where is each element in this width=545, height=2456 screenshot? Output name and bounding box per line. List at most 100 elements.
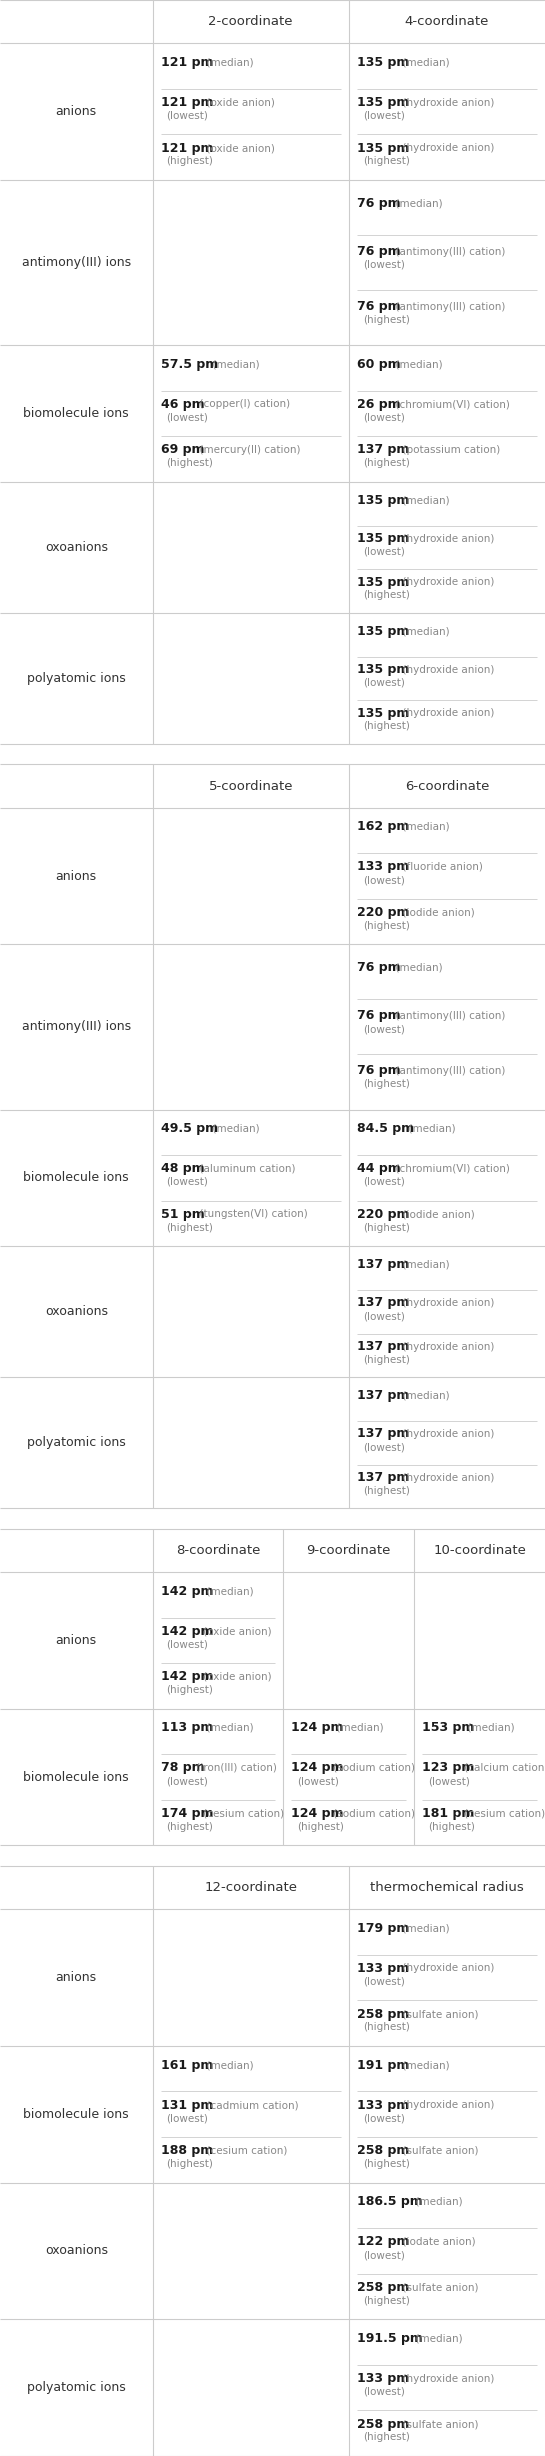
- Text: oxoanions: oxoanions: [45, 540, 108, 555]
- Text: (lowest): (lowest): [363, 548, 405, 558]
- Text: 76 pm: 76 pm: [357, 1009, 401, 1022]
- Text: 76 pm: 76 pm: [357, 196, 401, 209]
- Text: 60 pm: 60 pm: [357, 359, 401, 371]
- Text: (highest): (highest): [167, 1223, 214, 1233]
- Text: (aluminum cation): (aluminum cation): [193, 1164, 295, 1174]
- Text: 161 pm: 161 pm: [161, 2058, 213, 2070]
- Text: (cesium cation): (cesium cation): [199, 2147, 287, 2156]
- Text: anions: anions: [56, 106, 97, 118]
- Text: antimony(III) ions: antimony(III) ions: [22, 1019, 131, 1034]
- Text: (highest): (highest): [363, 1223, 410, 1233]
- Text: polyatomic ions: polyatomic ions: [27, 673, 126, 685]
- Text: 258 pm: 258 pm: [357, 2144, 409, 2156]
- Text: 124 pm: 124 pm: [292, 1722, 344, 1734]
- Text: (median): (median): [409, 2196, 462, 2208]
- Text: (median): (median): [199, 2061, 253, 2070]
- Text: (median): (median): [330, 1722, 384, 1734]
- Text: (tungsten(VI) cation): (tungsten(VI) cation): [193, 1208, 308, 1218]
- Text: (hydroxide anion): (hydroxide anion): [396, 98, 494, 108]
- Text: 137 pm: 137 pm: [357, 1427, 409, 1442]
- Text: 135 pm: 135 pm: [357, 142, 409, 155]
- Text: (median): (median): [396, 1390, 450, 1400]
- Text: (highest): (highest): [363, 2159, 410, 2169]
- Text: (mercury(II) cation): (mercury(II) cation): [193, 445, 301, 454]
- Text: (median): (median): [402, 1125, 456, 1135]
- Text: 44 pm: 44 pm: [357, 1162, 401, 1176]
- Text: 121 pm: 121 pm: [161, 56, 213, 69]
- Text: 133 pm: 133 pm: [357, 860, 409, 874]
- Text: (cesium cation): (cesium cation): [199, 1808, 284, 1817]
- Text: 76 pm: 76 pm: [357, 300, 401, 312]
- Text: 121 pm: 121 pm: [161, 142, 213, 155]
- Text: 137 pm: 137 pm: [357, 1471, 409, 1483]
- Text: (oxide anion): (oxide anion): [199, 142, 275, 152]
- Text: (copper(I) cation): (copper(I) cation): [193, 400, 290, 410]
- Text: (highest): (highest): [363, 1486, 410, 1496]
- Text: 135 pm: 135 pm: [357, 707, 409, 720]
- Text: (median): (median): [199, 56, 253, 66]
- Text: 26 pm: 26 pm: [357, 398, 401, 410]
- Text: (median): (median): [396, 823, 450, 833]
- Text: polyatomic ions: polyatomic ions: [27, 2382, 126, 2395]
- Text: (lowest): (lowest): [428, 1776, 470, 1786]
- Text: (chromium(VI) cation): (chromium(VI) cation): [389, 400, 510, 410]
- Text: (highest): (highest): [298, 1822, 344, 1832]
- Text: polyatomic ions: polyatomic ions: [27, 1437, 126, 1449]
- Text: (sulfate anion): (sulfate anion): [396, 2282, 479, 2291]
- Text: (lowest): (lowest): [363, 1442, 405, 1451]
- Text: 124 pm: 124 pm: [292, 1808, 344, 1820]
- Text: 5-coordinate: 5-coordinate: [208, 779, 293, 793]
- Text: (highest): (highest): [363, 314, 410, 324]
- Text: 121 pm: 121 pm: [161, 96, 213, 108]
- Text: 188 pm: 188 pm: [161, 2144, 213, 2156]
- Text: (median): (median): [389, 199, 443, 209]
- Text: (hydroxide anion): (hydroxide anion): [396, 533, 494, 543]
- Text: (hydroxide anion): (hydroxide anion): [396, 1341, 494, 1351]
- Text: (lowest): (lowest): [167, 111, 209, 120]
- Text: 153 pm: 153 pm: [422, 1722, 475, 1734]
- Text: (median): (median): [461, 1722, 515, 1734]
- Text: 258 pm: 258 pm: [357, 2417, 409, 2431]
- Text: (median): (median): [396, 2061, 450, 2070]
- Text: (lowest): (lowest): [363, 1312, 405, 1321]
- Text: (highest): (highest): [428, 1822, 475, 1832]
- Text: 135 pm: 135 pm: [357, 624, 409, 639]
- Text: 137 pm: 137 pm: [357, 1297, 409, 1309]
- Text: (fluoride anion): (fluoride anion): [396, 862, 483, 872]
- Text: 137 pm: 137 pm: [357, 1341, 409, 1353]
- Text: 113 pm: 113 pm: [161, 1722, 213, 1734]
- Text: (median): (median): [396, 1260, 450, 1270]
- Text: (iron(III) cation): (iron(III) cation): [193, 1763, 277, 1773]
- Text: (antimony(III) cation): (antimony(III) cation): [389, 302, 506, 312]
- Text: (lowest): (lowest): [363, 678, 405, 688]
- Text: (calcium cation): (calcium cation): [461, 1763, 545, 1773]
- Text: (median): (median): [396, 1923, 450, 1933]
- Text: 12-coordinate: 12-coordinate: [204, 1881, 297, 1894]
- Text: (median): (median): [396, 626, 450, 636]
- Text: (median): (median): [199, 1587, 253, 1596]
- Text: (hydroxide anion): (hydroxide anion): [396, 1429, 494, 1439]
- Text: 133 pm: 133 pm: [357, 2372, 409, 2385]
- Text: 76 pm: 76 pm: [357, 246, 401, 258]
- Text: (lowest): (lowest): [363, 260, 405, 270]
- Text: 124 pm: 124 pm: [292, 1761, 344, 1773]
- Text: (sodium cation): (sodium cation): [330, 1763, 415, 1773]
- Text: 57.5 pm: 57.5 pm: [161, 359, 218, 371]
- Text: biomolecule ions: biomolecule ions: [23, 2107, 129, 2122]
- Text: (potassium cation): (potassium cation): [396, 445, 500, 454]
- Text: biomolecule ions: biomolecule ions: [23, 1771, 129, 1783]
- Text: 48 pm: 48 pm: [161, 1162, 204, 1176]
- Text: (lowest): (lowest): [363, 2250, 405, 2260]
- Text: 191.5 pm: 191.5 pm: [357, 2331, 423, 2345]
- Text: (median): (median): [389, 963, 443, 973]
- Text: (median): (median): [409, 2333, 462, 2343]
- Text: 142 pm: 142 pm: [161, 1670, 213, 1682]
- Text: 142 pm: 142 pm: [161, 1584, 213, 1599]
- Text: 4-coordinate: 4-coordinate: [405, 15, 489, 27]
- Text: (highest): (highest): [363, 2296, 410, 2306]
- Text: (highest): (highest): [363, 1078, 410, 1088]
- Text: 135 pm: 135 pm: [357, 494, 409, 506]
- Text: (chromium(VI) cation): (chromium(VI) cation): [389, 1164, 510, 1174]
- Text: (hydroxide anion): (hydroxide anion): [396, 2100, 494, 2110]
- Text: (lowest): (lowest): [363, 1024, 405, 1034]
